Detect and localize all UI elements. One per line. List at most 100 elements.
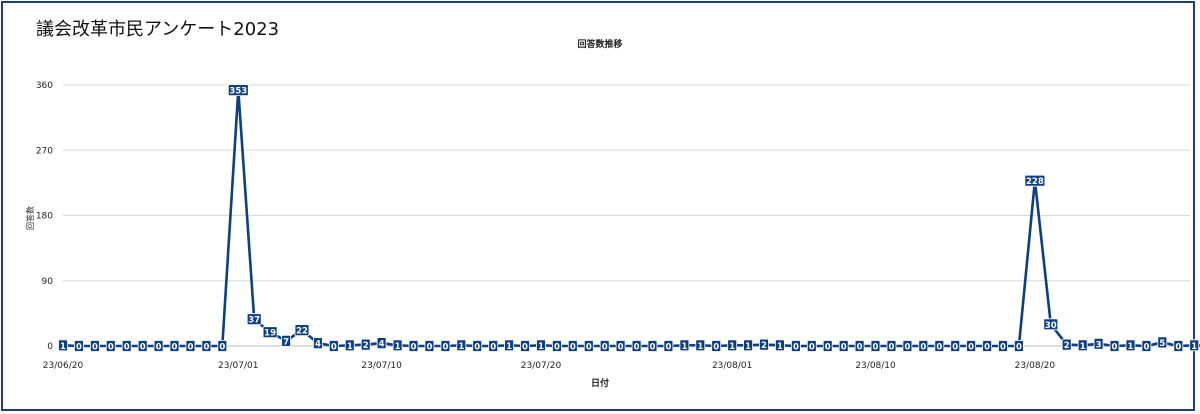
- data-point-marker: [201, 340, 212, 352]
- data-label: 0: [586, 343, 592, 353]
- data-point-marker: [58, 339, 68, 352]
- data-label: 0: [889, 343, 895, 353]
- data-label: 0: [474, 343, 480, 353]
- data-point-marker: [360, 338, 371, 351]
- data-label: 1: [395, 342, 401, 352]
- x-tick-label: 23/08/01: [712, 361, 752, 371]
- data-label: 0: [904, 343, 910, 353]
- data-point-marker: [982, 340, 992, 352]
- data-point-marker: [1141, 340, 1152, 352]
- data-label: 4: [379, 340, 385, 350]
- y-tick-label: 360: [36, 81, 53, 91]
- data-label: 5: [1159, 339, 1165, 349]
- data-label: 1: [458, 342, 464, 352]
- data-point-marker: [536, 339, 546, 352]
- y-axis-label: 回答数: [25, 206, 35, 230]
- data-label: 0: [809, 343, 815, 353]
- data-point-marker: [90, 340, 100, 352]
- x-tick-label: 23/07/20: [521, 361, 562, 371]
- data-point-marker: [615, 340, 626, 352]
- data-point-marker: [695, 339, 706, 352]
- data-point-marker: [520, 340, 530, 352]
- data-label: 0: [522, 343, 528, 353]
- data-label: 0: [841, 343, 847, 353]
- data-point-marker: [934, 340, 945, 352]
- data-label: 0: [1143, 343, 1149, 353]
- page-title: 議会改革市民アンケート2023: [36, 19, 280, 40]
- data-point-marker: [870, 340, 881, 352]
- data-point-marker: [727, 339, 738, 352]
- data-label: 1: [506, 342, 512, 352]
- x-tick-label: 23/06/20: [43, 361, 84, 371]
- data-label: 7: [283, 337, 289, 347]
- data-label: 30: [1045, 321, 1057, 331]
- data-label: 0: [108, 343, 114, 353]
- data-label: 0: [920, 343, 926, 353]
- data-point-marker: [1077, 339, 1088, 352]
- grid-layer: [63, 84, 1190, 347]
- data-label: 0: [1000, 343, 1006, 353]
- data-label: 1: [745, 342, 751, 352]
- data-point-marker: [599, 340, 610, 352]
- data-point-marker: [312, 337, 323, 350]
- data-label: 0: [1016, 343, 1022, 353]
- data-point-marker: [759, 338, 769, 351]
- data-label: 0: [570, 343, 576, 353]
- data-point-marker: [246, 313, 262, 326]
- data-label: 228: [1026, 177, 1044, 187]
- data-label: 0: [1175, 343, 1181, 353]
- data-label: 0: [952, 343, 958, 353]
- data-point-marker: [902, 340, 913, 352]
- data-point-marker: [631, 340, 642, 352]
- data-label: 0: [92, 343, 98, 353]
- series-line: [62, 88, 1200, 348]
- data-point-marker: [408, 340, 419, 352]
- data-label: 0: [76, 343, 82, 353]
- data-label: 0: [793, 343, 799, 353]
- data-label: 0: [713, 343, 719, 353]
- data-label: 0: [1112, 343, 1118, 353]
- data-label: 0: [442, 343, 448, 353]
- data-point-marker: [281, 334, 292, 347]
- data-label: 0: [140, 343, 146, 353]
- data-label: 0: [650, 343, 656, 353]
- data-point-marker: [822, 340, 833, 352]
- data-label: 0: [172, 343, 178, 353]
- data-label: 22: [296, 327, 308, 337]
- data-point-marker: [294, 324, 310, 337]
- data-label: 3: [1096, 340, 1102, 350]
- data-label: 1: [697, 342, 703, 352]
- data-point-marker: [217, 340, 228, 352]
- data-label: 0: [634, 343, 640, 353]
- x-tick-label: 23/08/20: [1015, 361, 1056, 371]
- data-label: 0: [857, 343, 863, 353]
- data-label: 1: [1080, 342, 1086, 352]
- data-point-marker: [791, 340, 801, 352]
- data-point-marker: [105, 340, 116, 352]
- data-point-marker: [1109, 340, 1120, 352]
- data-point-marker: [854, 340, 865, 352]
- data-point-marker: [488, 340, 499, 352]
- data-point-marker: [392, 339, 403, 352]
- data-point-marker: [1093, 337, 1104, 350]
- data-label: 1: [729, 342, 735, 352]
- data-point-marker: [679, 339, 690, 352]
- data-point-marker: [504, 339, 515, 352]
- data-point-marker: [424, 340, 435, 352]
- data-point-marker: [440, 340, 451, 352]
- data-point-marker: [227, 84, 249, 96]
- y-tick-label: 270: [36, 146, 53, 156]
- data-point-marker: [950, 340, 961, 352]
- data-label: 0: [156, 343, 162, 353]
- data-point-marker: [966, 340, 976, 352]
- x-tick-label: 23/07/01: [218, 361, 258, 371]
- x-tick-label: 23/07/10: [361, 361, 402, 371]
- data-point-marker: [1014, 340, 1024, 352]
- data-point-marker: [998, 340, 1008, 352]
- data-label: 0: [188, 343, 194, 353]
- data-point-marker: [775, 339, 785, 352]
- x-tick-label: 23/08/10: [855, 361, 896, 371]
- data-point-marker: [1157, 336, 1168, 349]
